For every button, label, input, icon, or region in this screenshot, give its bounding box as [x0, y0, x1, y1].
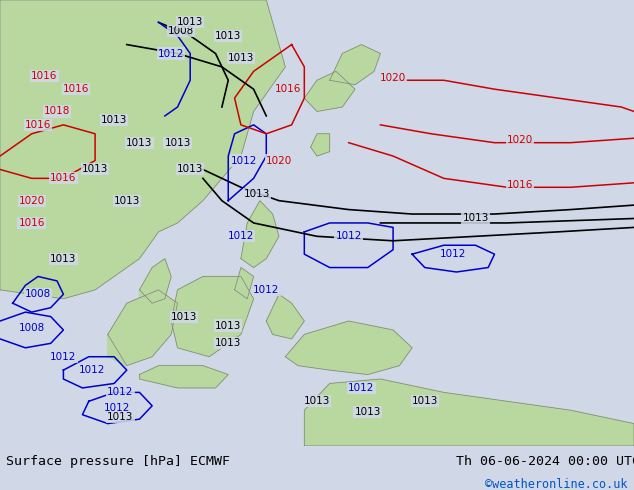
Polygon shape: [171, 276, 254, 357]
Text: Th 06-06-2024 00:00 UTC (06+66): Th 06-06-2024 00:00 UTC (06+66): [456, 455, 634, 468]
Text: 1016: 1016: [507, 180, 533, 190]
Text: 1018: 1018: [44, 106, 70, 117]
Text: 1016: 1016: [275, 84, 302, 94]
Polygon shape: [266, 294, 304, 339]
Polygon shape: [0, 0, 285, 299]
Text: 1016: 1016: [50, 173, 77, 183]
Text: 1013: 1013: [171, 312, 197, 321]
Text: 1012: 1012: [158, 49, 184, 58]
Text: 1012: 1012: [231, 155, 257, 166]
Text: 1013: 1013: [107, 412, 134, 422]
Polygon shape: [311, 134, 330, 156]
Polygon shape: [330, 45, 380, 85]
Text: 1008: 1008: [25, 289, 51, 299]
Polygon shape: [108, 290, 178, 366]
Polygon shape: [304, 379, 634, 446]
Text: 1016: 1016: [31, 71, 58, 81]
Text: 1008: 1008: [167, 26, 194, 36]
Text: 1013: 1013: [215, 320, 242, 331]
Text: 1013: 1013: [215, 338, 242, 348]
Text: 1013: 1013: [243, 189, 270, 199]
Polygon shape: [235, 268, 254, 299]
Text: 1012: 1012: [348, 383, 375, 393]
Text: 1012: 1012: [440, 249, 467, 259]
Text: 1012: 1012: [107, 388, 134, 397]
Polygon shape: [304, 72, 355, 112]
Text: 1013: 1013: [354, 408, 381, 417]
Polygon shape: [139, 259, 171, 303]
Text: 1008: 1008: [18, 323, 45, 333]
Text: 1020: 1020: [266, 155, 292, 166]
Text: 1012: 1012: [228, 231, 254, 242]
Text: 1012: 1012: [79, 365, 105, 375]
Text: 1013: 1013: [304, 396, 330, 406]
Polygon shape: [241, 201, 279, 268]
Text: 1020: 1020: [18, 196, 45, 206]
Polygon shape: [139, 366, 228, 388]
Text: 1013: 1013: [177, 17, 204, 27]
Text: 1020: 1020: [380, 73, 406, 83]
Text: 1013: 1013: [228, 53, 254, 63]
Text: ©weatheronline.co.uk: ©weatheronline.co.uk: [485, 478, 628, 490]
Text: 1016: 1016: [63, 84, 89, 94]
Text: 1013: 1013: [101, 115, 127, 125]
Text: 1013: 1013: [215, 31, 242, 41]
Text: 1016: 1016: [25, 120, 51, 130]
Text: 1020: 1020: [507, 135, 533, 146]
Polygon shape: [285, 321, 412, 374]
Text: 1013: 1013: [82, 165, 108, 174]
Text: 1012: 1012: [335, 231, 362, 242]
Text: 1012: 1012: [104, 403, 131, 413]
Text: 1013: 1013: [126, 138, 153, 147]
Text: 1013: 1013: [411, 396, 438, 406]
Text: 1013: 1013: [50, 254, 77, 264]
Text: 1013: 1013: [462, 214, 489, 223]
Text: 1012: 1012: [253, 285, 280, 295]
Text: Surface pressure [hPa] ECMWF: Surface pressure [hPa] ECMWF: [6, 455, 230, 468]
Text: 1012: 1012: [50, 352, 77, 362]
Text: 1016: 1016: [18, 218, 45, 228]
Text: 1013: 1013: [177, 165, 204, 174]
Text: 1013: 1013: [164, 138, 191, 147]
Text: 1013: 1013: [113, 196, 140, 206]
